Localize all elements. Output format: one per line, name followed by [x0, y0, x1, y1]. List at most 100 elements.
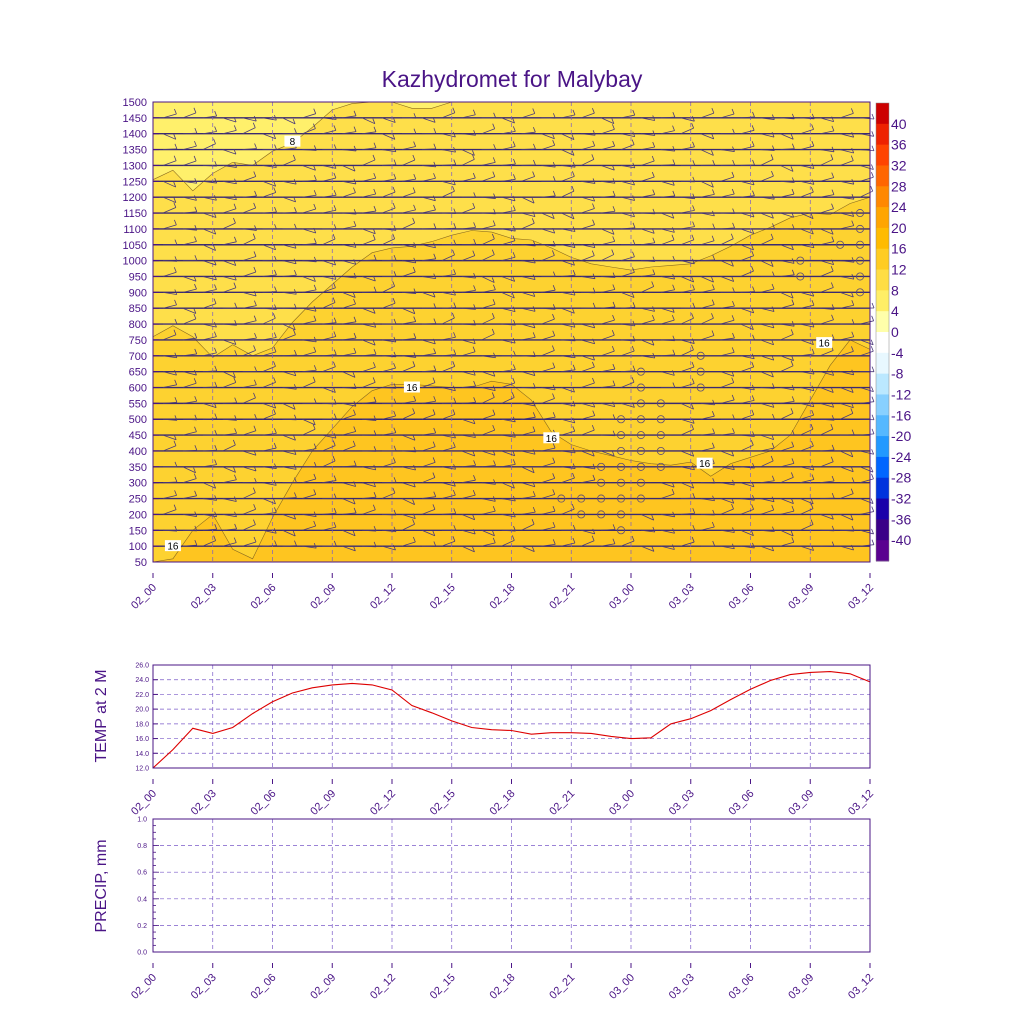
wind-barb-feather [732, 300, 735, 307]
wind-barb-feather [770, 261, 774, 267]
wind-barb-shaft [401, 159, 416, 166]
wind-barb-shaft [720, 193, 735, 198]
wind-barb-feather [353, 298, 356, 305]
wind-barb-shaft [561, 212, 575, 220]
wind-barb-feather [871, 164, 874, 170]
wind-barb-feather [491, 233, 495, 240]
wind-barb-shaft [421, 196, 436, 202]
x-tick-label: 03_00 [607, 972, 637, 1002]
wind-barb-feather [672, 190, 676, 197]
wind-barb-shaft [640, 117, 655, 121]
wind-barb-shaft [601, 306, 616, 309]
wind-barb-shaft [461, 276, 476, 279]
wind-barb-shaft [561, 291, 576, 296]
wind-barb-shaft [541, 526, 556, 531]
wind-barb-feather [373, 492, 377, 498]
wind-barb-shaft [860, 117, 875, 120]
wind-barb-shaft [700, 433, 715, 436]
wind-barb-feather [732, 160, 735, 166]
wind-barb-feather [751, 481, 755, 487]
wind-barb-shaft [820, 241, 834, 246]
wind-barb-shaft [262, 165, 277, 168]
wind-barb-shaft [839, 387, 854, 393]
wind-barb-feather [413, 352, 417, 358]
wind-barb-feather [353, 220, 357, 227]
wind-barb-shaft [541, 387, 556, 391]
colorbar-swatch [876, 311, 889, 333]
wind-barb-feather [353, 401, 357, 407]
calm-circle [636, 399, 645, 408]
wind-barb-shaft [322, 480, 337, 484]
wind-barb-feather [373, 362, 376, 368]
wind-barb-feather [472, 514, 476, 520]
wind-barb-feather [174, 461, 178, 468]
wind-barb-shaft [441, 494, 456, 499]
wind-barb-shaft [222, 241, 237, 246]
wind-barb-shaft [581, 244, 595, 249]
wind-barb-shaft [660, 212, 675, 219]
wind-barb-shaft [441, 212, 456, 215]
wind-barb-shaft [481, 317, 495, 325]
colorbar-label: 16 [891, 241, 907, 257]
wind-barb-shaft [740, 508, 754, 515]
wind-barb-shaft [162, 113, 177, 119]
colorbar-label: 8 [891, 282, 899, 298]
wind-barb-shaft [242, 492, 256, 499]
wind-barb-shaft [262, 291, 277, 293]
contour-label-bg [543, 432, 560, 444]
wind-barb-feather [294, 223, 297, 230]
wind-barb-feather [752, 190, 755, 196]
wind-barb-feather [572, 447, 576, 454]
wind-barb-feather [851, 257, 855, 263]
wind-barb-shaft [441, 190, 455, 198]
wind-barb-shaft [601, 180, 616, 184]
wind-barb-shaft [222, 165, 237, 168]
wind-barb-feather [771, 354, 775, 361]
calm-circle [577, 510, 586, 519]
wind-barb-feather [532, 491, 536, 497]
wind-barb-shaft [361, 366, 376, 373]
wind-barb-feather [412, 519, 415, 525]
wind-barb-shaft [222, 276, 237, 281]
y-tick-label: 500 [129, 414, 147, 426]
wind-barb-feather [492, 530, 495, 536]
wind-barb-shaft [441, 387, 456, 392]
wind-barb-feather [432, 338, 436, 345]
wind-barb-feather [452, 186, 455, 192]
wind-barb-shaft [262, 511, 277, 515]
x-tick-label: 02_18 [488, 582, 518, 612]
wind-barb-shaft [720, 508, 734, 515]
wind-barb-feather [612, 314, 615, 321]
wind-barb-shaft [282, 466, 297, 470]
wind-barb-feather [632, 267, 635, 273]
wind-barb-shaft [202, 165, 217, 167]
wind-barb-feather [731, 108, 735, 115]
wind-barb-feather [572, 109, 576, 116]
wind-barb-feather [313, 256, 317, 263]
wind-barb-feather [671, 234, 675, 240]
x-tick-label: 03_06 [727, 582, 757, 612]
wind-barb-feather [292, 324, 296, 330]
wind-barb-shaft [362, 529, 377, 532]
wind-barb-feather [472, 546, 475, 552]
wind-barb-feather [552, 227, 556, 234]
wind-barb-feather [692, 141, 695, 147]
wind-barb-shaft [521, 244, 536, 247]
wind-barb-feather [572, 364, 576, 370]
wind-barb-shaft [840, 336, 854, 341]
wind-barb-feather [512, 511, 516, 518]
wind-barb-shaft [780, 304, 794, 309]
wind-barb-feather [871, 172, 874, 178]
wind-barb-shaft [501, 339, 516, 344]
wind-barb-feather [592, 130, 596, 136]
wind-barb-shaft [362, 545, 377, 548]
wind-barb-feather [234, 178, 237, 184]
wind-barb-shaft [660, 529, 675, 534]
wind-barb-shaft [302, 228, 316, 234]
wind-barb-feather [512, 450, 516, 456]
wind-barb-feather [771, 306, 775, 312]
wind-barb-feather [194, 445, 198, 451]
wind-barb-feather [552, 285, 556, 291]
wind-barb-feather [294, 303, 297, 310]
wind-barb-shaft [421, 244, 436, 249]
